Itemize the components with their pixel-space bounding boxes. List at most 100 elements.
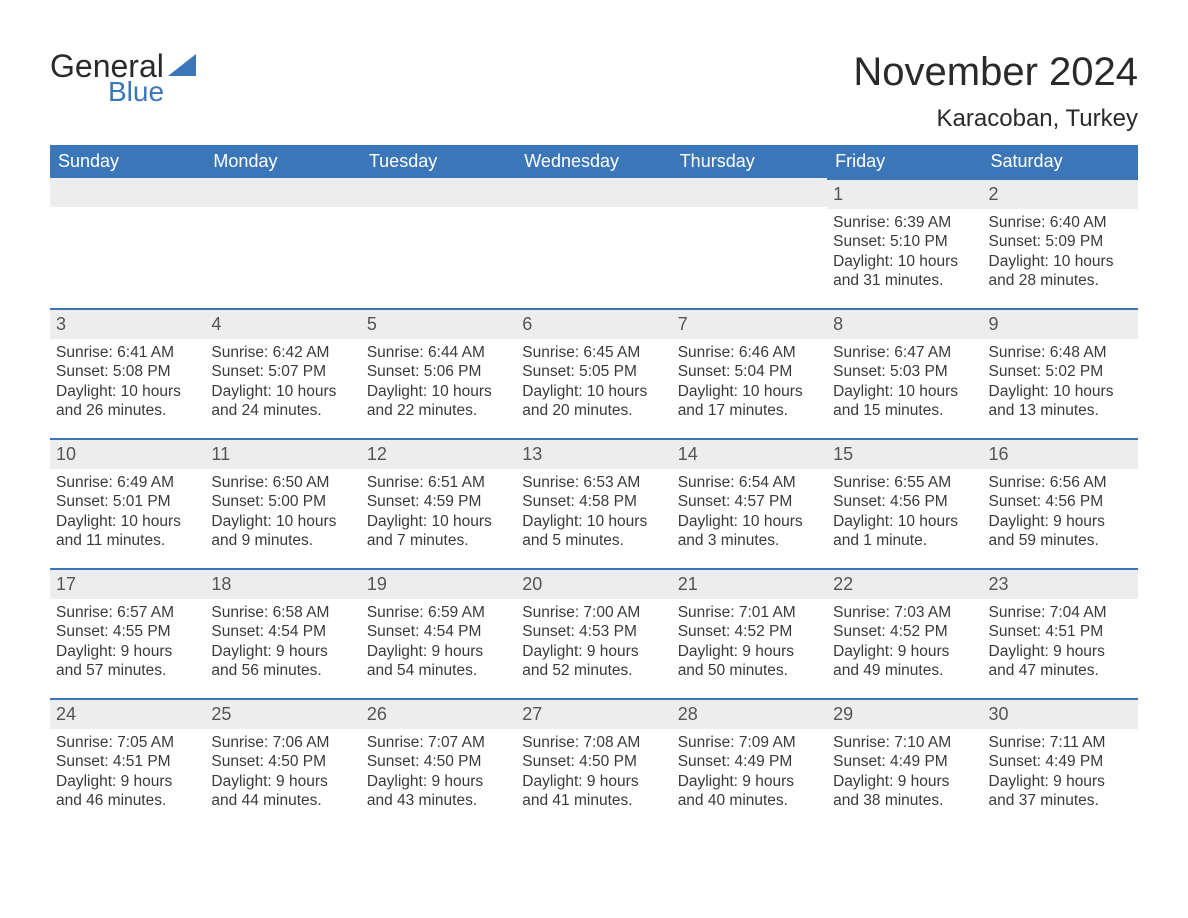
day-details: Sunrise: 6:49 AMSunset: 5:01 PMDaylight:… <box>50 469 205 559</box>
day-details: Sunrise: 6:56 AMSunset: 4:56 PMDaylight:… <box>983 469 1138 559</box>
brand-sail-icon <box>168 54 196 76</box>
calendar-week-row: 1Sunrise: 6:39 AMSunset: 5:10 PMDaylight… <box>50 178 1138 308</box>
day-number: 19 <box>361 570 516 599</box>
day-header: Sunday <box>50 145 205 178</box>
day-details: Sunrise: 6:46 AMSunset: 5:04 PMDaylight:… <box>672 339 827 429</box>
day-details: Sunrise: 7:08 AMSunset: 4:50 PMDaylight:… <box>516 729 671 819</box>
calendar-cell: 28Sunrise: 7:09 AMSunset: 4:49 PMDayligh… <box>672 698 827 828</box>
calendar-cell: 13Sunrise: 6:53 AMSunset: 4:58 PMDayligh… <box>516 438 671 568</box>
day-details: Sunrise: 6:58 AMSunset: 4:54 PMDaylight:… <box>205 599 360 689</box>
day-number: 20 <box>516 570 671 599</box>
calendar-cell: 19Sunrise: 6:59 AMSunset: 4:54 PMDayligh… <box>361 568 516 698</box>
day-details: Sunrise: 6:48 AMSunset: 5:02 PMDaylight:… <box>983 339 1138 429</box>
calendar-cell: 7Sunrise: 6:46 AMSunset: 5:04 PMDaylight… <box>672 308 827 438</box>
day-number-empty <box>361 178 516 207</box>
day-details: Sunrise: 6:39 AMSunset: 5:10 PMDaylight:… <box>827 209 982 299</box>
calendar-cell: 12Sunrise: 6:51 AMSunset: 4:59 PMDayligh… <box>361 438 516 568</box>
day-details: Sunrise: 6:45 AMSunset: 5:05 PMDaylight:… <box>516 339 671 429</box>
calendar-cell: 14Sunrise: 6:54 AMSunset: 4:57 PMDayligh… <box>672 438 827 568</box>
day-details: Sunrise: 7:11 AMSunset: 4:49 PMDaylight:… <box>983 729 1138 819</box>
day-number: 14 <box>672 440 827 469</box>
calendar-cell <box>50 178 205 308</box>
calendar-cell: 15Sunrise: 6:55 AMSunset: 4:56 PMDayligh… <box>827 438 982 568</box>
day-number-empty <box>516 178 671 207</box>
calendar-cell: 25Sunrise: 7:06 AMSunset: 4:50 PMDayligh… <box>205 698 360 828</box>
location-subtitle: Karacoban, Turkey <box>853 105 1138 133</box>
day-details: Sunrise: 6:42 AMSunset: 5:07 PMDaylight:… <box>205 339 360 429</box>
calendar-page: General Blue November 2024 Karacoban, Tu… <box>0 0 1188 828</box>
calendar-week-row: 24Sunrise: 7:05 AMSunset: 4:51 PMDayligh… <box>50 698 1138 828</box>
day-details: Sunrise: 6:55 AMSunset: 4:56 PMDaylight:… <box>827 469 982 559</box>
calendar-cell: 20Sunrise: 7:00 AMSunset: 4:53 PMDayligh… <box>516 568 671 698</box>
day-number: 22 <box>827 570 982 599</box>
calendar-cell <box>361 178 516 308</box>
day-number-empty <box>50 178 205 207</box>
day-details: Sunrise: 6:40 AMSunset: 5:09 PMDaylight:… <box>983 209 1138 299</box>
day-number: 30 <box>983 700 1138 729</box>
day-number: 5 <box>361 310 516 339</box>
day-details: Sunrise: 6:57 AMSunset: 4:55 PMDaylight:… <box>50 599 205 689</box>
calendar-cell: 18Sunrise: 6:58 AMSunset: 4:54 PMDayligh… <box>205 568 360 698</box>
day-number: 25 <box>205 700 360 729</box>
day-details: Sunrise: 7:06 AMSunset: 4:50 PMDaylight:… <box>205 729 360 819</box>
day-number: 12 <box>361 440 516 469</box>
day-details: Sunrise: 7:01 AMSunset: 4:52 PMDaylight:… <box>672 599 827 689</box>
day-number: 9 <box>983 310 1138 339</box>
calendar-cell <box>205 178 360 308</box>
day-number: 28 <box>672 700 827 729</box>
day-details: Sunrise: 6:50 AMSunset: 5:00 PMDaylight:… <box>205 469 360 559</box>
calendar-cell: 22Sunrise: 7:03 AMSunset: 4:52 PMDayligh… <box>827 568 982 698</box>
day-number-empty <box>672 178 827 207</box>
day-details: Sunrise: 7:07 AMSunset: 4:50 PMDaylight:… <box>361 729 516 819</box>
calendar-week-row: 3Sunrise: 6:41 AMSunset: 5:08 PMDaylight… <box>50 308 1138 438</box>
calendar-cell: 30Sunrise: 7:11 AMSunset: 4:49 PMDayligh… <box>983 698 1138 828</box>
day-details: Sunrise: 7:03 AMSunset: 4:52 PMDaylight:… <box>827 599 982 689</box>
day-number: 13 <box>516 440 671 469</box>
calendar-cell <box>516 178 671 308</box>
day-details: Sunrise: 6:54 AMSunset: 4:57 PMDaylight:… <box>672 469 827 559</box>
calendar-head: Sunday Monday Tuesday Wednesday Thursday… <box>50 145 1138 178</box>
calendar-cell: 16Sunrise: 6:56 AMSunset: 4:56 PMDayligh… <box>983 438 1138 568</box>
day-number: 17 <box>50 570 205 599</box>
page-titles: November 2024 Karacoban, Turkey <box>853 50 1138 133</box>
calendar-cell: 6Sunrise: 6:45 AMSunset: 5:05 PMDaylight… <box>516 308 671 438</box>
page-header: General Blue November 2024 Karacoban, Tu… <box>50 50 1138 133</box>
day-number: 18 <box>205 570 360 599</box>
calendar-cell: 1Sunrise: 6:39 AMSunset: 5:10 PMDaylight… <box>827 178 982 308</box>
calendar-cell: 5Sunrise: 6:44 AMSunset: 5:06 PMDaylight… <box>361 308 516 438</box>
day-header: Thursday <box>672 145 827 178</box>
day-number-empty <box>205 178 360 207</box>
day-details: Sunrise: 6:51 AMSunset: 4:59 PMDaylight:… <box>361 469 516 559</box>
calendar-week-row: 17Sunrise: 6:57 AMSunset: 4:55 PMDayligh… <box>50 568 1138 698</box>
day-number: 16 <box>983 440 1138 469</box>
day-header: Friday <box>827 145 982 178</box>
brand-text: General Blue <box>50 50 196 108</box>
day-header-row: Sunday Monday Tuesday Wednesday Thursday… <box>50 145 1138 178</box>
day-number: 7 <box>672 310 827 339</box>
calendar-cell: 4Sunrise: 6:42 AMSunset: 5:07 PMDaylight… <box>205 308 360 438</box>
day-number: 27 <box>516 700 671 729</box>
calendar-cell: 26Sunrise: 7:07 AMSunset: 4:50 PMDayligh… <box>361 698 516 828</box>
day-number: 23 <box>983 570 1138 599</box>
day-header: Tuesday <box>361 145 516 178</box>
day-details: Sunrise: 7:05 AMSunset: 4:51 PMDaylight:… <box>50 729 205 819</box>
day-details: Sunrise: 6:41 AMSunset: 5:08 PMDaylight:… <box>50 339 205 429</box>
day-header: Wednesday <box>516 145 671 178</box>
calendar-cell: 17Sunrise: 6:57 AMSunset: 4:55 PMDayligh… <box>50 568 205 698</box>
day-details: Sunrise: 6:53 AMSunset: 4:58 PMDaylight:… <box>516 469 671 559</box>
day-number: 29 <box>827 700 982 729</box>
day-details: Sunrise: 7:04 AMSunset: 4:51 PMDaylight:… <box>983 599 1138 689</box>
day-number: 24 <box>50 700 205 729</box>
day-number: 26 <box>361 700 516 729</box>
day-number: 6 <box>516 310 671 339</box>
day-details: Sunrise: 7:09 AMSunset: 4:49 PMDaylight:… <box>672 729 827 819</box>
calendar-cell: 27Sunrise: 7:08 AMSunset: 4:50 PMDayligh… <box>516 698 671 828</box>
day-details: Sunrise: 6:44 AMSunset: 5:06 PMDaylight:… <box>361 339 516 429</box>
calendar-cell: 10Sunrise: 6:49 AMSunset: 5:01 PMDayligh… <box>50 438 205 568</box>
month-title: November 2024 <box>853 50 1138 95</box>
day-details: Sunrise: 6:47 AMSunset: 5:03 PMDaylight:… <box>827 339 982 429</box>
day-details: Sunrise: 7:10 AMSunset: 4:49 PMDaylight:… <box>827 729 982 819</box>
calendar-week-row: 10Sunrise: 6:49 AMSunset: 5:01 PMDayligh… <box>50 438 1138 568</box>
calendar-cell <box>672 178 827 308</box>
day-details: Sunrise: 7:00 AMSunset: 4:53 PMDaylight:… <box>516 599 671 689</box>
